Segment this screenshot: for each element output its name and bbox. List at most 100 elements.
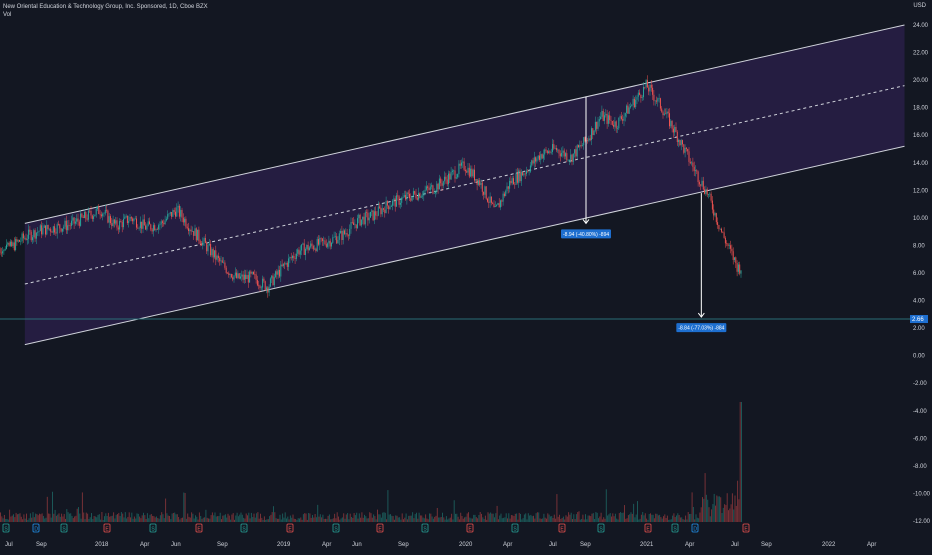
- volume-bar: [349, 513, 351, 522]
- volume-bar: [525, 513, 527, 522]
- candle-body: [82, 216, 84, 219]
- candle-body: [81, 213, 83, 217]
- symbol-title[interactable]: New Oriental Education & Technology Grou…: [3, 4, 208, 10]
- candle-body: [182, 217, 184, 223]
- candle-body: [123, 218, 124, 228]
- candle-body: [184, 218, 186, 223]
- volume-bar: [150, 514, 152, 522]
- volume-bar: [50, 517, 52, 522]
- volume-bar: [227, 513, 229, 522]
- volume-bar: [305, 513, 307, 522]
- candle-body: [264, 281, 266, 290]
- candle-body: [514, 184, 516, 186]
- candle-body: [319, 237, 321, 245]
- volume-bar: [253, 513, 255, 522]
- volume-bar: [6, 518, 8, 522]
- candle-body: [353, 222, 355, 225]
- candle-body: [310, 243, 312, 248]
- candle-body: [93, 216, 95, 219]
- candle-body: [364, 212, 366, 225]
- candle-body: [617, 128, 618, 129]
- x-tick-label: Apr: [140, 542, 149, 548]
- volume-bar: [16, 514, 18, 522]
- volume-bar: [599, 516, 601, 522]
- volume-bar: [149, 514, 151, 522]
- candle-body: [201, 243, 202, 246]
- candle-body: [355, 224, 357, 229]
- volume-bar: [175, 514, 177, 522]
- candle-body: [544, 149, 546, 155]
- candle-body: [65, 220, 67, 231]
- channel-median-line: [24, 85, 905, 285]
- volume-bar: [67, 512, 69, 522]
- candle-body: [415, 193, 417, 199]
- candle-body: [511, 178, 513, 184]
- y-tick-label: 12.00: [913, 188, 929, 194]
- candle-body: [189, 229, 191, 232]
- volume-bar: [189, 517, 191, 522]
- candle-body: [526, 170, 527, 174]
- volume-bar: [534, 518, 536, 522]
- candle-body: [485, 186, 487, 199]
- candle-body: [597, 121, 599, 129]
- candle-body: [671, 120, 673, 129]
- volume-bar: [356, 512, 358, 522]
- volume-bar: [19, 513, 21, 522]
- candle-body: [553, 144, 555, 149]
- candle-body: [596, 121, 598, 129]
- volume-bar: [219, 512, 221, 522]
- candle-body: [294, 257, 296, 259]
- volume-bar: [91, 513, 92, 522]
- candle-body: [216, 255, 218, 260]
- volume-bar: [438, 517, 440, 522]
- candle-body: [484, 186, 486, 195]
- volume-bar: [357, 518, 359, 522]
- x-tick-label: 2020: [459, 542, 473, 548]
- candle-body: [323, 240, 325, 242]
- candle-body: [477, 180, 479, 185]
- volume-bar: [546, 518, 547, 522]
- volume-bar: [607, 515, 609, 522]
- candle-body: [90, 211, 92, 216]
- candle-body: [69, 225, 71, 227]
- candle-body: [581, 145, 583, 147]
- candle-body: [146, 225, 148, 230]
- volume-bar: [682, 519, 684, 522]
- y-tick-label: 4.00: [913, 299, 925, 305]
- candle-body: [518, 170, 520, 183]
- candle-body: [99, 213, 101, 215]
- candle-body: [519, 170, 521, 182]
- candle-body: [151, 229, 153, 232]
- volume-label[interactable]: Vol: [3, 12, 12, 18]
- candle-body: [522, 172, 524, 176]
- candle-body: [701, 180, 703, 186]
- volume-bar: [80, 518, 82, 522]
- candle-body: [416, 198, 418, 200]
- candle-body: [407, 192, 409, 194]
- volume-bar: [72, 518, 74, 522]
- volume-bar: [703, 498, 705, 522]
- volume-bar: [55, 515, 57, 522]
- candle-body: [234, 272, 236, 276]
- volume-bar: [266, 519, 268, 522]
- candle-body: [578, 145, 579, 148]
- volume-bar: [592, 513, 594, 522]
- candle-body: [644, 86, 646, 88]
- volume-bar: [539, 518, 541, 522]
- volume-bar: [202, 517, 204, 522]
- candle-body: [533, 157, 535, 164]
- candle-body: [723, 232, 725, 238]
- volume-bar: [624, 505, 625, 522]
- event-marker-label: E: [744, 527, 748, 533]
- volume-bar: [133, 516, 135, 522]
- candle-body: [468, 167, 470, 177]
- volume-bar: [178, 517, 180, 522]
- volume-bar: [198, 512, 200, 522]
- volume-bar: [715, 505, 716, 522]
- volume-bar: [518, 512, 520, 522]
- candle-body: [624, 113, 626, 117]
- candle-body: [35, 232, 37, 239]
- candle-body: [394, 198, 396, 207]
